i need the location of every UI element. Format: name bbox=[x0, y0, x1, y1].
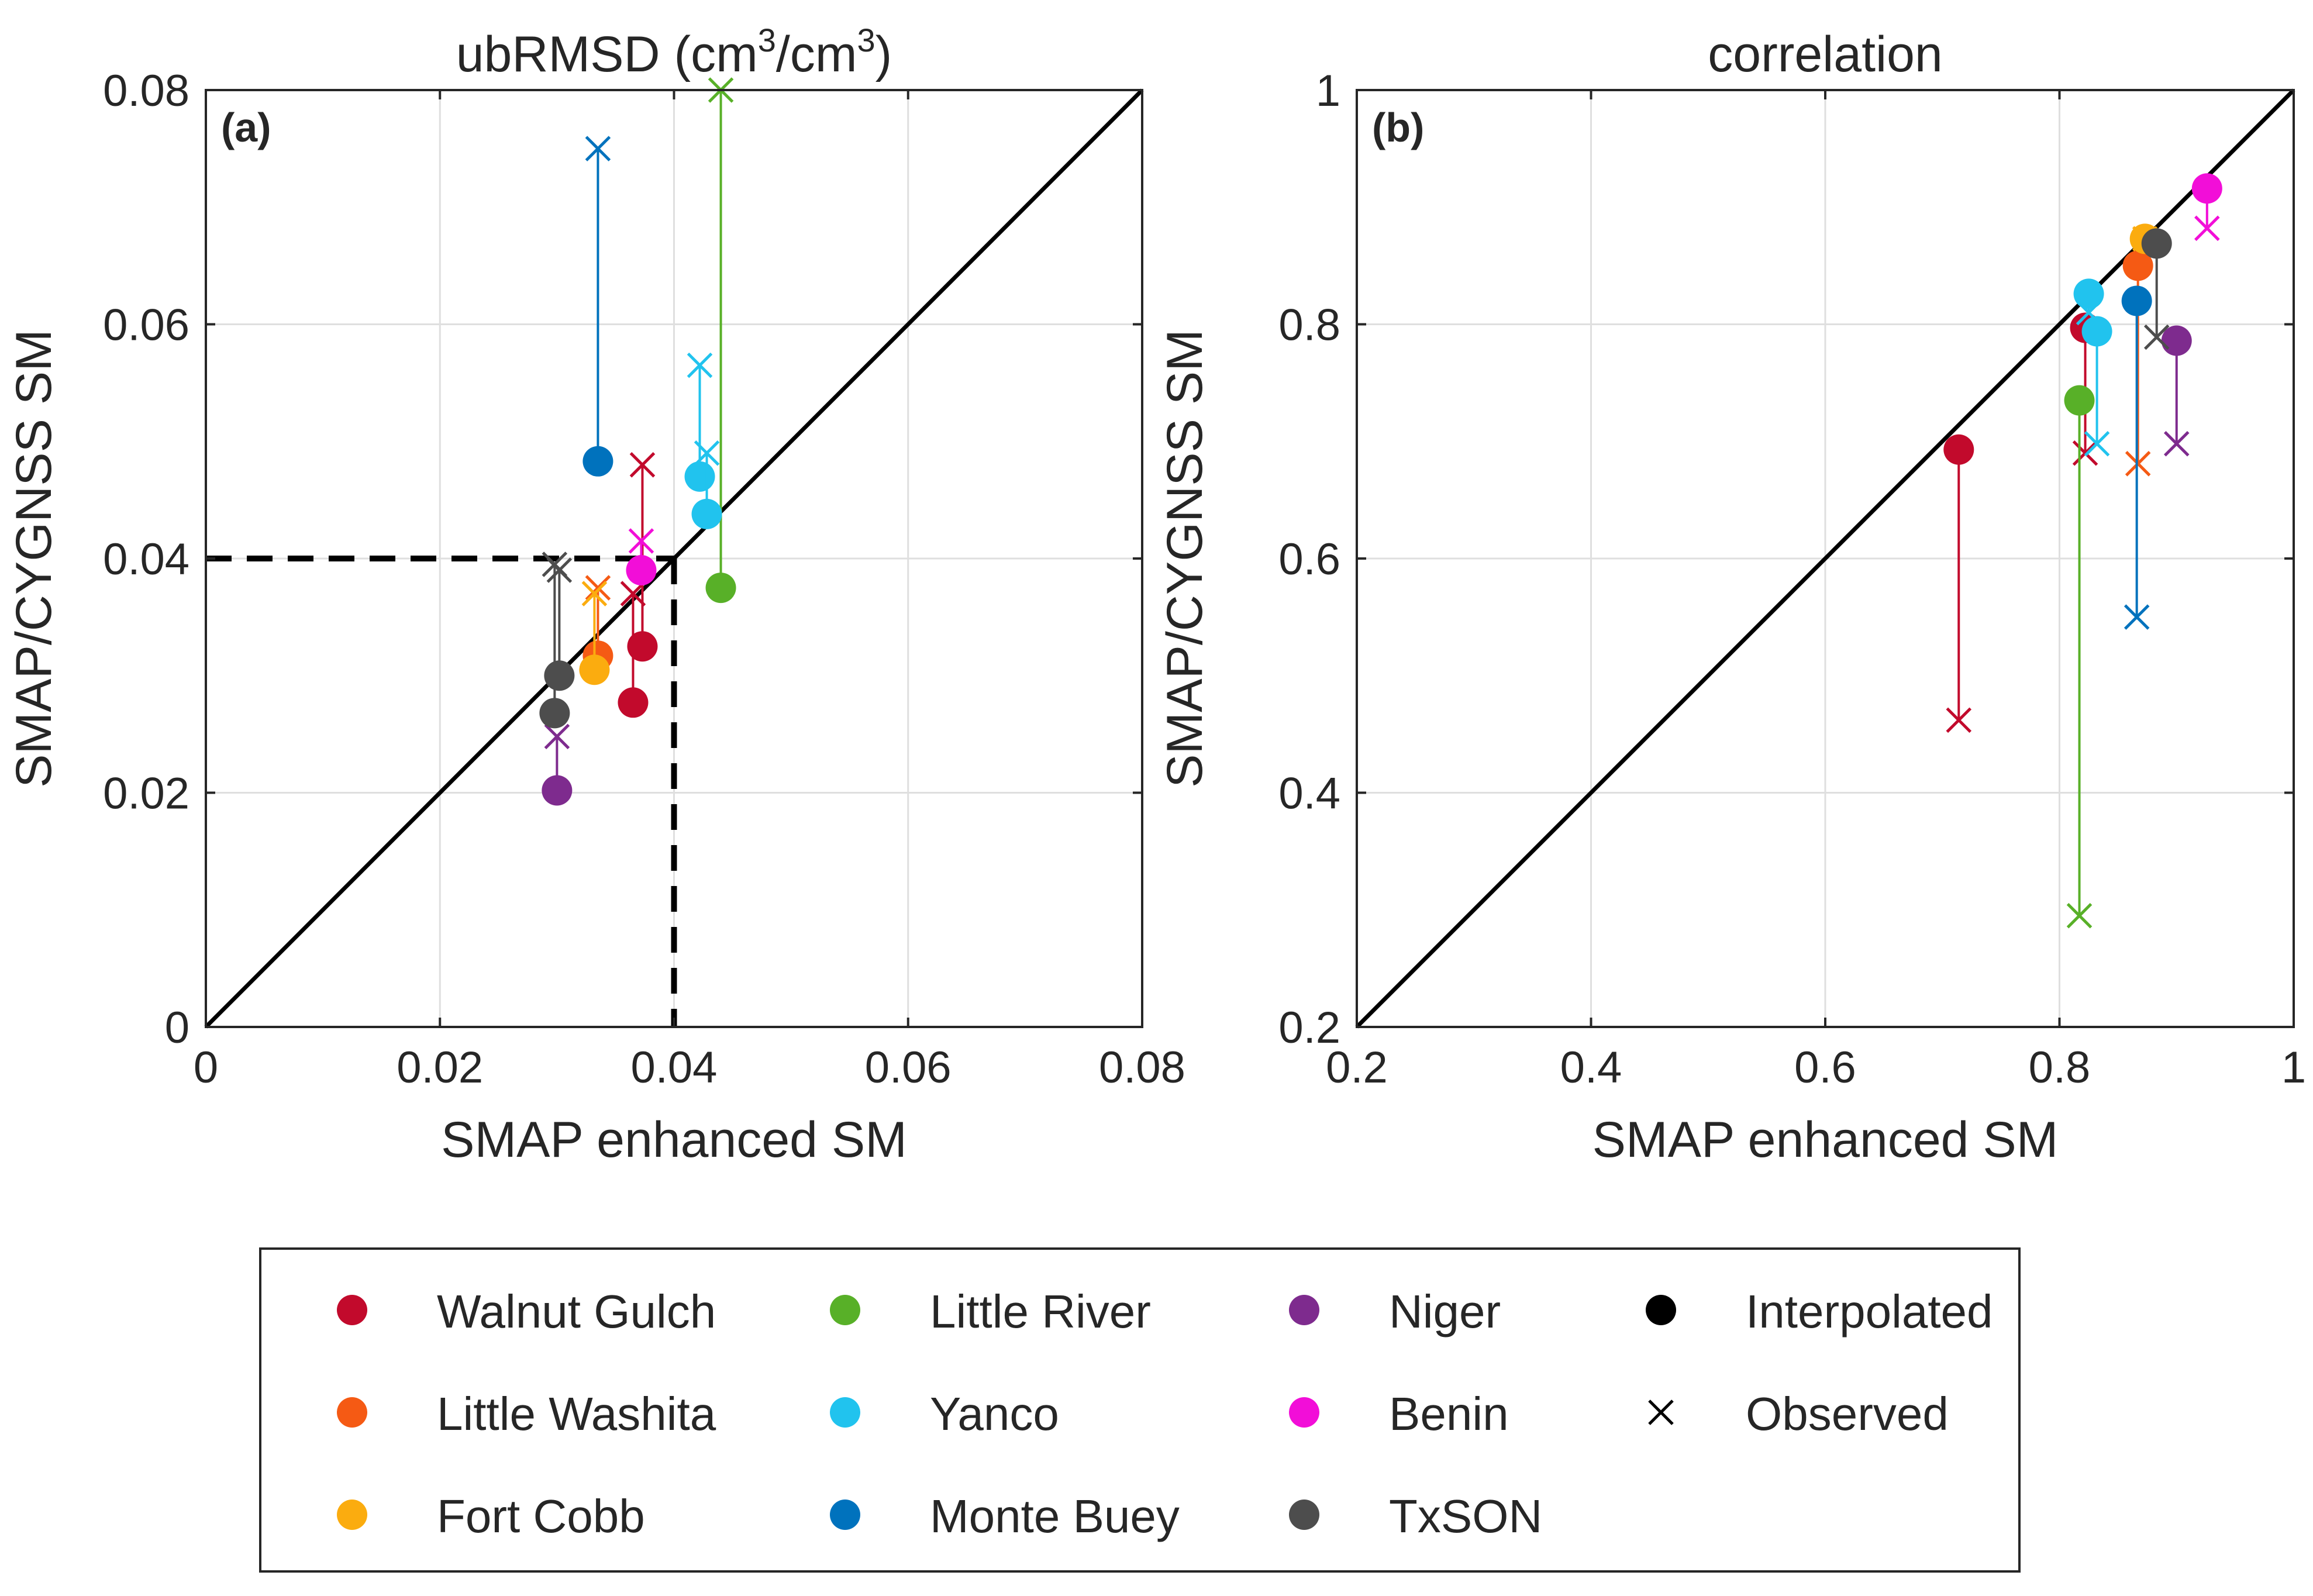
interpolated-marker-yanco bbox=[2081, 316, 2112, 347]
y-tick-label: 0.4 bbox=[1278, 769, 1340, 819]
panel-a: 0 0.02 0.04 0.06 0.08 0 0.02 0.04 0.06 0.08 SMAP e… bbox=[6, 22, 1185, 1168]
observed-marker-walnut-gulch bbox=[620, 581, 646, 606]
legend-label-txson: TxSON bbox=[1389, 1490, 1542, 1542]
y-tick-label: 0.6 bbox=[1278, 535, 1340, 584]
observed-marker-yanco bbox=[687, 352, 713, 378]
x-tick-label: 0.08 bbox=[1099, 1043, 1185, 1092]
panel-label: (a) bbox=[221, 105, 271, 150]
legend-label-little-river: Little River bbox=[930, 1285, 1151, 1338]
interpolated-marker-yanco bbox=[684, 461, 715, 492]
y-tick-label: 0.04 bbox=[103, 535, 189, 584]
legend-label-walnut-gulch: Walnut Gulch bbox=[437, 1285, 716, 1338]
interpolated-marker-yanco bbox=[2073, 278, 2104, 309]
observed-marker-monte-buey bbox=[585, 136, 611, 161]
x-axis-label: SMAP enhanced SM bbox=[1592, 1112, 2059, 1168]
x-tick-label: 0.04 bbox=[631, 1043, 718, 1092]
interpolated-marker-little-river bbox=[705, 573, 736, 604]
legend-label-niger: Niger bbox=[1389, 1285, 1501, 1338]
interpolated-marker-little-washita bbox=[2122, 250, 2153, 281]
y-axis-label: SMAP/CYGNSS SM bbox=[1157, 329, 1213, 788]
observed-marker-niger bbox=[544, 723, 570, 750]
interpolated-marker-monte-buey bbox=[2121, 285, 2152, 316]
observed-marker-txson bbox=[2143, 324, 2170, 350]
legend-marker-little-river bbox=[830, 1295, 860, 1325]
legend-label-yanco: Yanco bbox=[930, 1388, 1059, 1440]
title-text: ubRMSD (cm bbox=[456, 26, 758, 82]
x-tick-label: 0.8 bbox=[2029, 1043, 2091, 1092]
interpolated-marker-txson bbox=[2141, 228, 2172, 259]
observed-marker-monte-buey bbox=[2124, 604, 2150, 630]
legend-marker-walnut-gulch bbox=[337, 1295, 367, 1325]
legend-marker-benin bbox=[1289, 1397, 1319, 1428]
observed-marker-little-river bbox=[2066, 902, 2093, 929]
panel-label: (b) bbox=[1372, 105, 1424, 150]
legend: Walnut Gulch Little River Niger Interpolate… bbox=[259, 1247, 2021, 1573]
interpolated-marker-niger bbox=[542, 775, 573, 806]
legend-marker-txson bbox=[1289, 1500, 1319, 1530]
x-tick-label: 0.2 bbox=[1326, 1043, 1388, 1092]
observed-marker-little-washita bbox=[585, 575, 611, 601]
y-tick-label: 1 bbox=[1316, 66, 1340, 116]
observed-marker-benin bbox=[2194, 215, 2220, 242]
x-tick-label: 0.6 bbox=[1794, 1043, 1856, 1092]
observed-marker-txson bbox=[542, 551, 568, 577]
legend-label-little-washita: Little Washita bbox=[437, 1388, 716, 1440]
legend-marker-little-washita bbox=[337, 1397, 367, 1428]
observed-marker-walnut-gulch bbox=[629, 452, 656, 478]
interpolated-marker-walnut-gulch bbox=[1943, 434, 1974, 465]
observed-marker-little-washita bbox=[2125, 451, 2151, 477]
y-tick-label: 0.06 bbox=[103, 301, 189, 350]
interpolated-marker-walnut-gulch bbox=[618, 687, 649, 718]
title-superscript: 3 bbox=[758, 22, 776, 58]
legend-label-fort-cobb: Fort Cobb bbox=[437, 1490, 645, 1542]
legend-marker-yanco bbox=[830, 1397, 860, 1428]
legend-marker-monte-buey bbox=[830, 1500, 860, 1530]
interpolated-marker-walnut-gulch bbox=[627, 631, 658, 662]
legend-marker-fort-cobb bbox=[337, 1500, 367, 1530]
y-axis-label: SMAP/CYGNSS SM bbox=[6, 329, 62, 788]
legend-label-benin: Benin bbox=[1389, 1388, 1509, 1440]
chart-title: ubRMSD (cm3/cm3) bbox=[456, 22, 892, 82]
x-tick-label: 0.02 bbox=[397, 1043, 483, 1092]
interpolated-marker-benin bbox=[626, 555, 657, 586]
observed-marker-yanco bbox=[694, 440, 720, 466]
y-tick-label: 0.02 bbox=[103, 769, 189, 819]
observed-marker-fort-cobb bbox=[581, 581, 608, 606]
x-tick-label: 0.4 bbox=[1560, 1043, 1622, 1092]
title-superscript: 3 bbox=[857, 22, 875, 58]
observed-marker-walnut-gulch bbox=[1946, 707, 1972, 733]
legend-marker-niger bbox=[1289, 1295, 1319, 1325]
observed-marker-yanco bbox=[2084, 430, 2110, 457]
interpolated-marker-monte-buey bbox=[582, 446, 613, 477]
y-tick-label: 0.08 bbox=[103, 66, 189, 116]
legend-label-observed: Observed bbox=[1746, 1388, 1949, 1440]
panel-b: 0.2 0.4 0.6 0.8 1 0.2 0.4 0.6 0.8 1 SMAP enhanced … bbox=[1157, 26, 2306, 1168]
x-tick-label: 0.06 bbox=[865, 1043, 952, 1092]
interpolated-marker-benin bbox=[2191, 173, 2222, 204]
observed-marker-benin bbox=[628, 528, 654, 554]
title-text: ) bbox=[875, 26, 892, 82]
legend-box bbox=[259, 1247, 2021, 1573]
interpolated-marker-little-river bbox=[2064, 385, 2095, 416]
y-tick-label: 0 bbox=[165, 1003, 189, 1053]
interpolated-marker-niger bbox=[2161, 325, 2192, 356]
legend-marker-interpolated bbox=[1646, 1295, 1676, 1325]
title-text: /cm bbox=[776, 26, 857, 82]
interpolated-marker-txson bbox=[544, 660, 575, 691]
x-tick-label: 0 bbox=[194, 1043, 218, 1092]
x-tick-label: 1 bbox=[2281, 1043, 2306, 1092]
chart-title: correlation bbox=[1708, 26, 1943, 82]
y-tick-label: 0.8 bbox=[1278, 301, 1340, 350]
interpolated-marker-txson bbox=[539, 698, 570, 729]
legend-label-interpolated: Interpolated bbox=[1746, 1285, 1993, 1338]
x-axis-label: SMAP enhanced SM bbox=[441, 1112, 907, 1168]
observed-marker-niger bbox=[2163, 430, 2190, 457]
legend-label-monte-buey: Monte Buey bbox=[930, 1490, 1180, 1542]
observed-marker-walnut-gulch bbox=[2072, 440, 2098, 466]
legend-marker-observed bbox=[1648, 1399, 1674, 1425]
y-tick-label: 0.2 bbox=[1278, 1003, 1340, 1053]
interpolated-marker-yanco bbox=[691, 498, 722, 529]
interpolated-marker-fort-cobb bbox=[579, 654, 610, 685]
